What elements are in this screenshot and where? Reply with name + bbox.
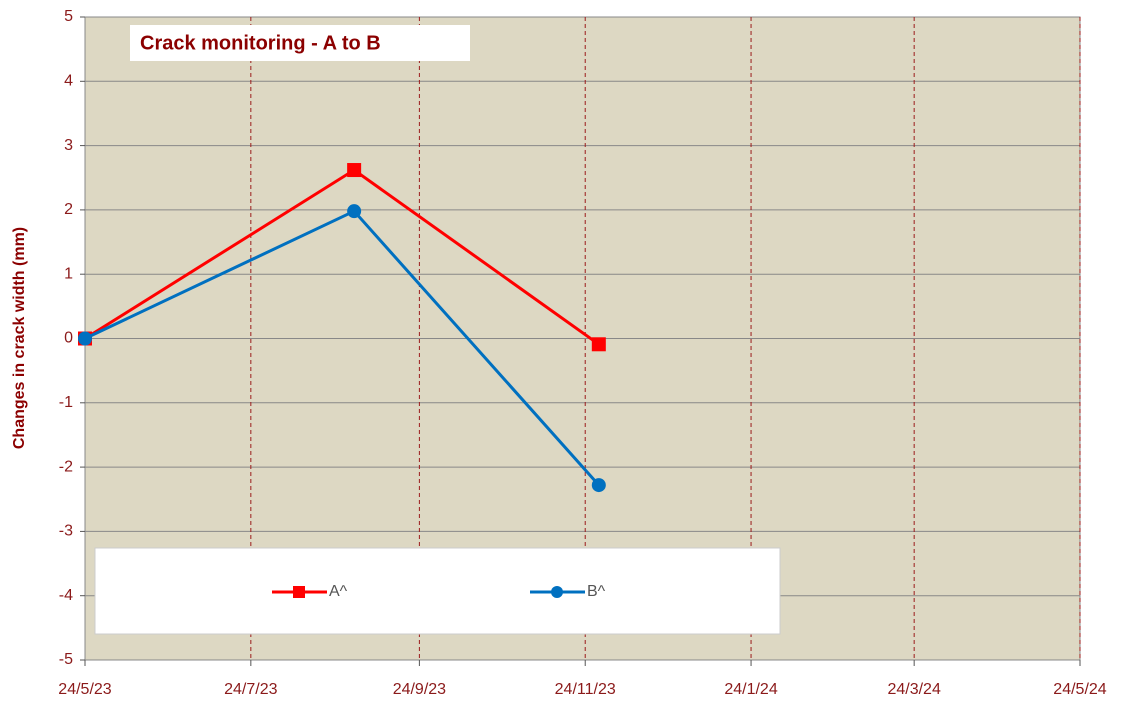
y-tick-label: 3	[64, 137, 73, 154]
legend: A^ B^	[272, 583, 606, 600]
marker	[347, 204, 362, 219]
y-tick-label: 4	[64, 73, 73, 90]
y-tick-label: 5	[64, 8, 73, 25]
marker	[78, 331, 92, 346]
y-tick-label: -5	[59, 651, 73, 668]
y-tick-label: -4	[59, 587, 73, 604]
marks	[78, 163, 606, 493]
legend-marker	[293, 586, 305, 598]
legend-marker	[551, 586, 563, 598]
y-tick-label: -3	[59, 523, 73, 540]
x-tick-label: 24/9/23	[393, 681, 446, 698]
x-tick-label: 24/11/23	[555, 681, 616, 698]
x-tick-label: 24/5/23	[58, 681, 111, 698]
x-tick-label: 24/7/23	[224, 681, 277, 698]
y-axis-label: Changes in crack width (mm)	[11, 227, 28, 449]
y-tick-label: 0	[64, 330, 73, 347]
legend-label: A^	[329, 583, 348, 600]
marker	[591, 337, 606, 352]
marker	[591, 478, 606, 493]
x-tick-label: 24/5/24	[1053, 681, 1106, 698]
x-tick-label: 24/1/24	[724, 681, 777, 698]
marker	[347, 163, 362, 178]
legend-box	[94, 547, 781, 635]
y-tick-label: -1	[59, 394, 73, 411]
y-tick-label: 1	[64, 265, 73, 282]
x-tick-label: 24/3/24	[887, 681, 940, 698]
chart-title: Crack monitoring - A to B	[140, 32, 381, 54]
legend-label: B^	[587, 583, 606, 600]
y-tick-label: -2	[59, 458, 73, 475]
y-tick-label: 2	[64, 201, 73, 218]
title-box	[130, 25, 470, 61]
